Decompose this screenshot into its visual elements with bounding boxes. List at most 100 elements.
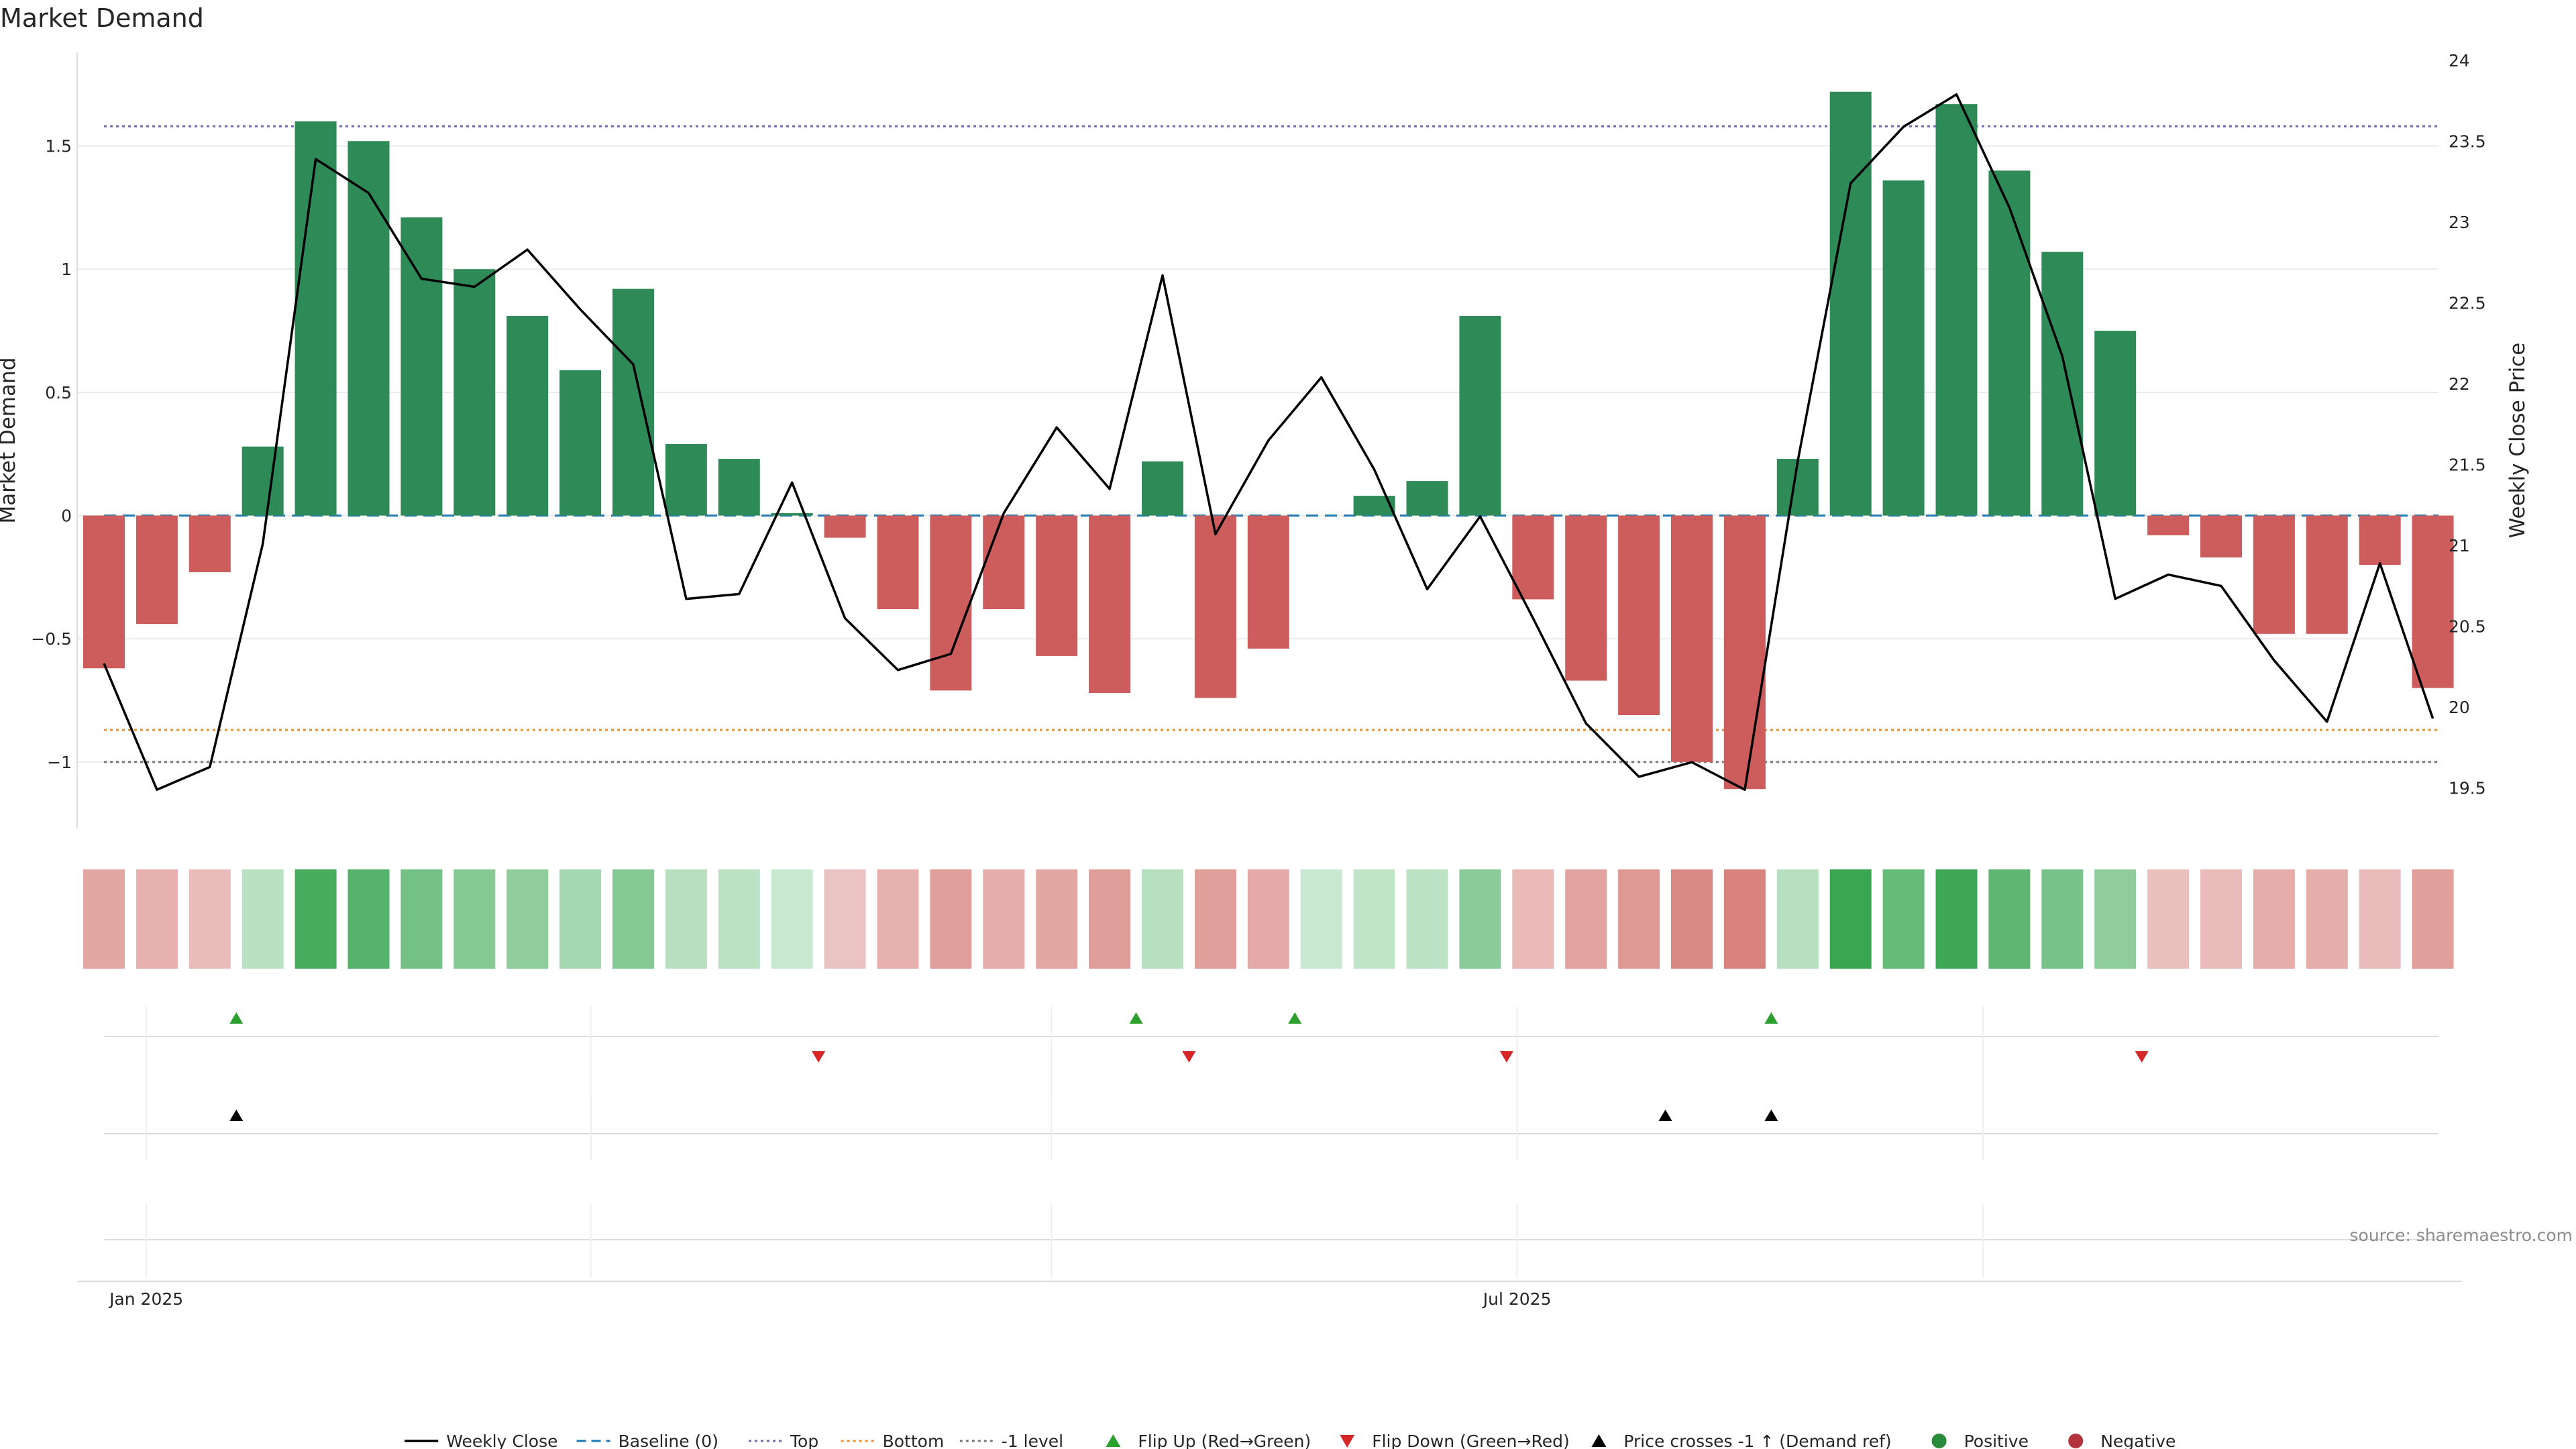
y2-tick-label: 21.5 [2449, 455, 2486, 475]
legend-dot-icon [2068, 1434, 2084, 1448]
positive-bar [1459, 316, 1501, 516]
flip-up-marker [229, 1012, 244, 1024]
negative-bar [1247, 515, 1289, 649]
demand-heat-strip [83, 869, 2454, 969]
heat-cell [453, 869, 496, 969]
positive-bar [294, 121, 337, 516]
legend-item: Flip Down (Green→Red) [1340, 1432, 1570, 1449]
x-tick-label: Jan 2025 [108, 1289, 183, 1309]
weekly-close-polyline [103, 93, 2434, 791]
heat-cell [2412, 869, 2454, 969]
y-tick-label: −1 [47, 753, 72, 772]
heat-cell [506, 869, 549, 969]
heat-cell [2253, 869, 2295, 969]
negative-bar [1723, 515, 1766, 790]
source-note: source: sharemaestro.com [2350, 1226, 2573, 1245]
negative-bar [2147, 515, 2190, 535]
heat-cell [983, 869, 1025, 969]
negative-bar [2306, 515, 2348, 634]
heat-cell [1723, 869, 1766, 969]
flip-up-marker [1764, 1012, 1778, 1024]
legend-triangle-down-icon [1340, 1435, 1355, 1448]
heat-cell [1776, 869, 1819, 969]
price-cross-marker [229, 1110, 244, 1121]
heat-cell [2359, 869, 2401, 969]
left-axis-title: Market Demand [0, 358, 20, 524]
legend-item: Positive [1931, 1432, 2029, 1449]
y-tick-label: 1 [61, 260, 72, 279]
negative-bar [1671, 515, 1713, 762]
legend-label: Weekly Close [446, 1432, 557, 1449]
y2-tick-label: 22 [2449, 374, 2470, 394]
negative-bar [2200, 515, 2242, 557]
legend-item: -1 level [959, 1432, 1063, 1449]
right-axis-title: Weekly Close Price [2506, 343, 2530, 539]
legend-label: Flip Down (Green→Red) [1372, 1432, 1570, 1449]
heat-cell [1829, 869, 1872, 969]
heat-cell [1247, 869, 1289, 969]
positive-bar [241, 446, 284, 516]
heat-cell [136, 869, 178, 969]
legend-triangle-up-icon [1106, 1434, 1121, 1447]
positive-bar [1988, 170, 2031, 516]
heat-cell [1194, 869, 1236, 969]
positive-bar [718, 459, 760, 516]
negative-bar [83, 515, 125, 669]
heat-cell [347, 869, 390, 969]
demand-bars [83, 91, 2454, 790]
legend-item: Bottom [841, 1432, 945, 1449]
right-axis-ticks: 19.5 20 20.5 21 21.5 22 22.5 23 23.5 24 [2449, 51, 2486, 798]
heat-cell [1935, 869, 1978, 969]
y2-tick-label: 23 [2449, 213, 2470, 232]
legend-label: Flip Up (Red→Green) [1138, 1432, 1311, 1449]
positive-bar [1882, 180, 1925, 516]
price-cross-marker [1658, 1110, 1672, 1121]
heat-cell [1671, 869, 1713, 969]
legend-label: Negative [2100, 1432, 2176, 1449]
positive-bar [1829, 91, 1872, 516]
heat-cell [824, 869, 866, 969]
y-tick-label: 0 [61, 506, 72, 526]
flip-down-marker [2135, 1051, 2149, 1063]
flip-up-marker [1129, 1012, 1143, 1024]
y-tick-label: 1.5 [45, 137, 72, 156]
heat-cell [1459, 869, 1501, 969]
flip-up-marker [1288, 1012, 1302, 1024]
y2-tick-label: 20 [2449, 698, 2470, 717]
weekly-close-line [103, 93, 2434, 791]
negative-bar [189, 515, 231, 573]
negative-bar [1089, 515, 1131, 693]
heat-cell [2200, 869, 2242, 969]
legend-triangle-up-icon [1591, 1434, 1607, 1447]
heat-cell [559, 869, 602, 969]
positive-bar [1406, 481, 1448, 516]
flip-down-marker [812, 1051, 826, 1063]
price-cross-marker [1764, 1110, 1778, 1121]
y2-tick-label: 21 [2449, 536, 2470, 555]
heat-cell [1142, 869, 1183, 969]
heat-cell [665, 869, 707, 969]
negative-bar [2359, 515, 2401, 565]
heat-cell [1512, 869, 1554, 969]
heat-cell [2041, 869, 2084, 969]
legend-item: Flip Up (Red→Green) [1106, 1432, 1311, 1449]
positive-bar [400, 217, 443, 516]
positive-bar [506, 316, 549, 516]
legend-item: Weekly Close [405, 1432, 557, 1449]
heat-cell [1036, 869, 1078, 969]
heat-cell [612, 869, 654, 969]
x-tick-label: Jul 2025 [1482, 1289, 1552, 1309]
legend-label: Bottom [883, 1432, 945, 1449]
left-axis-ticks: −1 −0.5 0 0.5 1 1.5 [31, 137, 72, 772]
heat-cell [2306, 869, 2348, 969]
positive-bar [1353, 496, 1395, 516]
heat-cell [718, 869, 760, 969]
y2-tick-label: 19.5 [2449, 779, 2486, 798]
legend-label: Price crosses -1 ↑ (Demand ref) [1623, 1432, 1891, 1449]
chart-title: Market Demand [0, 3, 204, 33]
positive-bar [347, 141, 390, 516]
negative-bar [1194, 515, 1236, 698]
negative-bar [824, 515, 866, 538]
heat-cell [400, 869, 443, 969]
positive-bar [2041, 252, 2084, 516]
